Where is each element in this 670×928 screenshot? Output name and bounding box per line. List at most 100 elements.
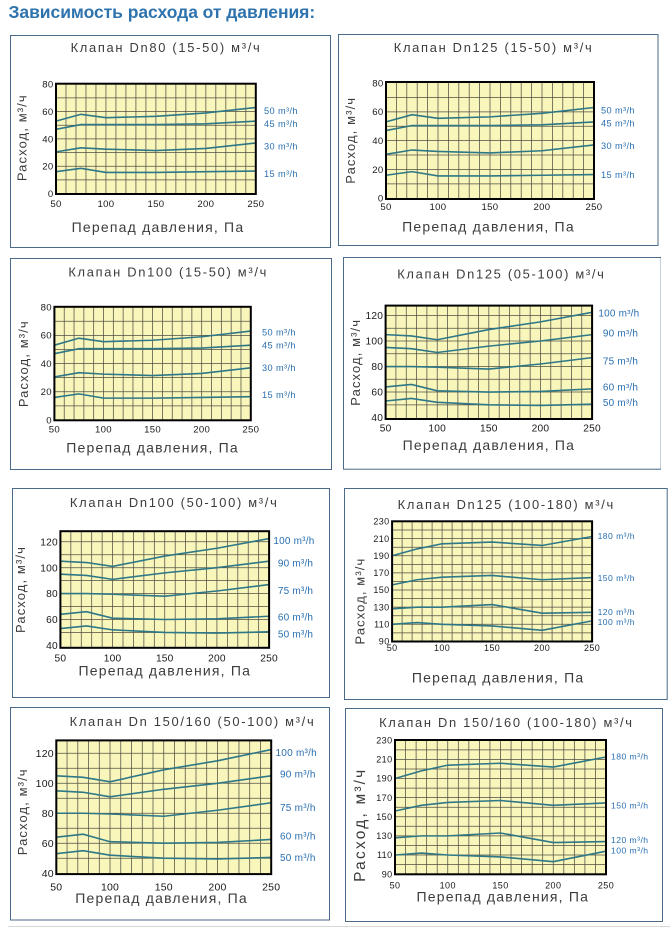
svg-text:80: 80 (371, 362, 383, 373)
svg-text:75 m³/h: 75 m³/h (602, 357, 637, 368)
svg-text:50: 50 (390, 881, 401, 891)
svg-text:200: 200 (534, 202, 551, 213)
svg-text:40: 40 (42, 868, 54, 880)
svg-text:15 m³/h: 15 m³/h (262, 390, 296, 400)
svg-text:210: 210 (376, 755, 392, 765)
svg-text:60: 60 (41, 331, 52, 342)
svg-text:120 m³/h: 120 m³/h (597, 607, 634, 617)
svg-text:50 m³/h: 50 m³/h (602, 398, 637, 409)
svg-text:Клапан Dn125 (100-180) м³/ч: Клапан Dn125 (100-180) м³/ч (398, 497, 615, 512)
svg-text:60 m³/h: 60 m³/h (602, 383, 637, 394)
svg-text:50: 50 (379, 424, 391, 435)
svg-text:250: 250 (584, 643, 600, 653)
svg-text:Перепад давления, Па: Перепад давления, Па (66, 440, 239, 456)
svg-text:Расход, м³/ч: Расход, м³/ч (16, 320, 31, 407)
svg-text:100 m³/h: 100 m³/h (598, 309, 639, 320)
svg-text:Перепад давления, Па: Перепад давления, Па (416, 889, 589, 905)
svg-text:Клапан Dn100 (50-100) м³/ч: Клапан Dn100 (50-100) м³/ч (70, 495, 279, 510)
svg-text:230: 230 (376, 735, 392, 745)
svg-text:250: 250 (247, 199, 264, 210)
svg-text:150: 150 (147, 199, 164, 210)
svg-text:80: 80 (41, 302, 52, 313)
svg-text:Расход, м³/ч: Расход, м³/ч (348, 319, 363, 406)
svg-text:Расход, м³/ч: Расход, м³/ч (14, 94, 29, 181)
svg-text:150: 150 (156, 653, 174, 664)
svg-text:150: 150 (144, 425, 161, 436)
svg-text:200: 200 (531, 424, 549, 435)
svg-text:50 m³/h: 50 m³/h (601, 106, 635, 116)
svg-text:40: 40 (42, 134, 53, 145)
svg-text:100 m³/h: 100 m³/h (597, 617, 634, 627)
svg-text:20: 20 (372, 165, 383, 176)
svg-text:90: 90 (382, 869, 393, 879)
svg-text:80: 80 (372, 78, 383, 89)
svg-text:250: 250 (586, 202, 603, 213)
svg-text:250: 250 (598, 881, 614, 891)
svg-text:50: 50 (49, 425, 60, 436)
svg-text:230: 230 (373, 517, 389, 527)
svg-text:0: 0 (378, 194, 384, 205)
svg-text:60: 60 (42, 107, 53, 118)
svg-text:20: 20 (41, 387, 52, 398)
svg-text:Клапан Dn125 (15-50) м³/ч: Клапан Dn125 (15-50) м³/ч (394, 40, 594, 55)
svg-text:100 m³/h: 100 m³/h (276, 748, 317, 759)
svg-text:15 m³/h: 15 m³/h (601, 170, 635, 180)
svg-text:100: 100 (95, 425, 112, 436)
svg-text:90 m³/h: 90 m³/h (277, 559, 312, 570)
svg-text:100: 100 (440, 881, 456, 891)
svg-text:150 m³/h: 150 m³/h (611, 800, 649, 810)
svg-text:Перепад давления, Па: Перепад давления, Па (75, 890, 248, 906)
svg-text:120: 120 (36, 748, 54, 760)
svg-text:100 m³/h: 100 m³/h (273, 536, 314, 547)
svg-text:40: 40 (41, 359, 52, 370)
svg-text:190: 190 (373, 551, 389, 561)
svg-text:50 m³/h: 50 m³/h (264, 106, 298, 116)
svg-text:100: 100 (103, 653, 121, 664)
svg-text:30 m³/h: 30 m³/h (601, 141, 635, 151)
svg-text:Перепад давления, Па: Перепад давления, Па (402, 219, 575, 235)
svg-text:100: 100 (101, 882, 119, 894)
svg-text:Расход, м³/ч: Расход, м³/ч (352, 558, 367, 645)
svg-text:170: 170 (373, 568, 389, 578)
svg-text:210: 210 (373, 534, 389, 544)
svg-text:40: 40 (371, 413, 383, 424)
svg-text:110: 110 (374, 619, 390, 629)
svg-text:150: 150 (492, 881, 508, 891)
svg-text:100: 100 (430, 202, 447, 213)
svg-text:20: 20 (42, 162, 53, 173)
svg-text:50 m³/h: 50 m³/h (277, 629, 312, 640)
svg-text:Расход, м³/ч: Расход, м³/ч (352, 768, 369, 882)
svg-text:90 m³/h: 90 m³/h (602, 329, 637, 340)
svg-text:100: 100 (36, 778, 54, 790)
svg-text:15 m³/h: 15 m³/h (264, 169, 298, 179)
svg-text:100 m³/h: 100 m³/h (611, 845, 649, 855)
svg-text:40: 40 (46, 641, 58, 652)
svg-text:60: 60 (46, 615, 58, 626)
svg-text:170: 170 (376, 793, 392, 803)
svg-text:150: 150 (155, 882, 173, 894)
svg-text:60: 60 (372, 107, 383, 118)
svg-text:50 m³/h: 50 m³/h (262, 328, 296, 338)
svg-text:120: 120 (365, 311, 383, 322)
svg-text:50: 50 (50, 199, 61, 210)
svg-text:80: 80 (42, 808, 54, 820)
svg-text:Клапан Dn100 (15-50) м³/ч: Клапан Dn100 (15-50) м³/ч (68, 264, 268, 279)
svg-text:Перепад давления, Па: Перепад давления, Па (78, 663, 251, 679)
svg-text:110: 110 (377, 850, 393, 860)
svg-text:60 m³/h: 60 m³/h (280, 832, 316, 843)
svg-text:Клапан Dn125 (05-100) м³/ч: Клапан Dn125 (05-100) м³/ч (397, 267, 605, 282)
svg-text:30 m³/h: 30 m³/h (264, 141, 298, 151)
svg-text:90: 90 (379, 636, 390, 646)
svg-text:100: 100 (365, 337, 383, 348)
svg-text:100: 100 (97, 199, 114, 210)
svg-text:150: 150 (482, 202, 499, 213)
svg-text:60: 60 (371, 388, 383, 399)
svg-text:50: 50 (380, 202, 391, 213)
svg-text:75 m³/h: 75 m³/h (280, 803, 316, 814)
svg-text:Клапан Dn 150/160 (100-180) м³: Клапан Dn 150/160 (100-180) м³/ч (379, 715, 634, 730)
svg-text:Перепад давления, Па: Перепад давления, Па (412, 669, 584, 685)
svg-text:Клапан Dn80 (15-50) м³/ч: Клапан Dn80 (15-50) м³/ч (71, 40, 262, 55)
svg-text:200: 200 (193, 425, 210, 436)
svg-text:Перепад давления, Па: Перепад давления, Па (402, 437, 574, 453)
svg-text:200: 200 (197, 199, 214, 210)
